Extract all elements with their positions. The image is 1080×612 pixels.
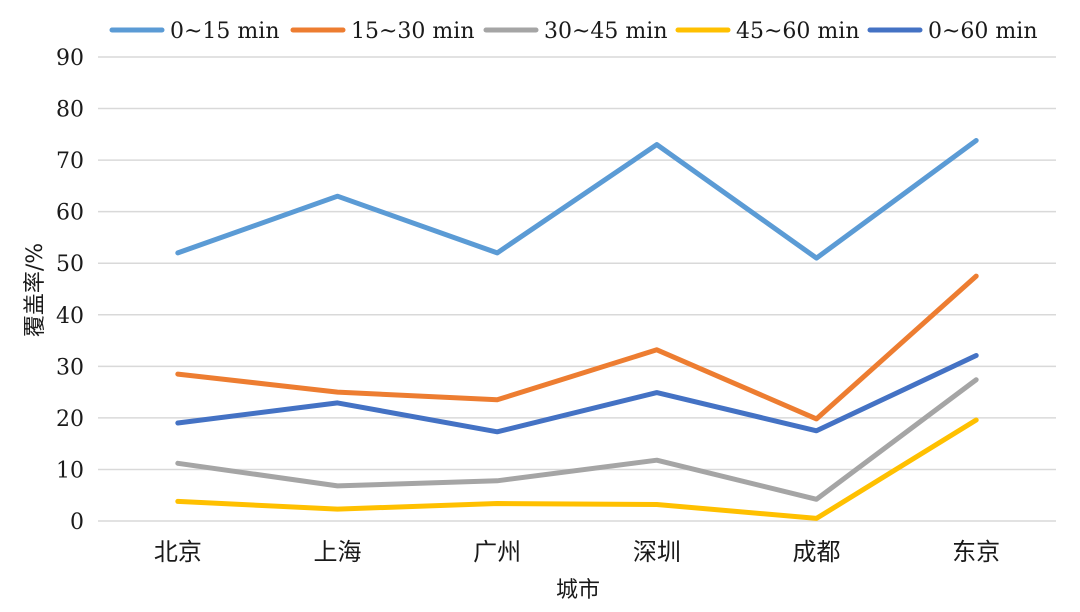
x-tick-label: 北京 xyxy=(154,538,202,566)
x-axis-title: 城市 xyxy=(556,578,600,603)
series-line-5 xyxy=(175,353,979,435)
y-tick-label: 10 xyxy=(56,458,84,483)
y-axis-ticks: 0 10 20 30 40 50 60 70 80 90 xyxy=(56,46,84,535)
series-line-3 xyxy=(175,377,979,502)
x-tick-label: 深圳 xyxy=(633,538,681,566)
y-tick-label: 80 xyxy=(56,98,84,123)
y-tick-label: 70 xyxy=(56,149,84,174)
legend: 0~15 min 15~30 min 30~45 min 45~60 min 0~60 … xyxy=(109,19,1037,44)
y-tick-label: 0 xyxy=(70,510,84,535)
series-line-1 xyxy=(175,138,979,261)
x-axis-ticks: 北京 上海 广州 深圳 成都 东京 xyxy=(154,538,1000,566)
legend-label: 15~30 min xyxy=(351,19,474,44)
series-line-4 xyxy=(175,417,979,521)
series-lines xyxy=(175,138,979,521)
y-axis-title: 覆盖率/% xyxy=(23,243,48,337)
legend-label: 30~45 min xyxy=(544,19,667,44)
x-tick-label: 东京 xyxy=(952,538,1000,566)
series-line-2 xyxy=(175,273,979,422)
y-tick-label: 50 xyxy=(56,252,84,277)
y-tick-label: 40 xyxy=(56,304,84,329)
x-tick-label: 广州 xyxy=(473,538,521,566)
legend-label: 45~60 min xyxy=(736,19,859,44)
x-tick-label: 成都 xyxy=(793,538,841,566)
x-tick-label: 上海 xyxy=(314,538,362,566)
y-tick-label: 20 xyxy=(56,407,84,432)
legend-label: 0~60 min xyxy=(928,19,1037,44)
y-tick-label: 30 xyxy=(56,355,84,380)
y-tick-label: 60 xyxy=(56,201,84,226)
y-tick-label: 90 xyxy=(56,46,84,71)
legend-label: 0~15 min xyxy=(170,19,279,44)
gridlines xyxy=(98,56,1056,522)
